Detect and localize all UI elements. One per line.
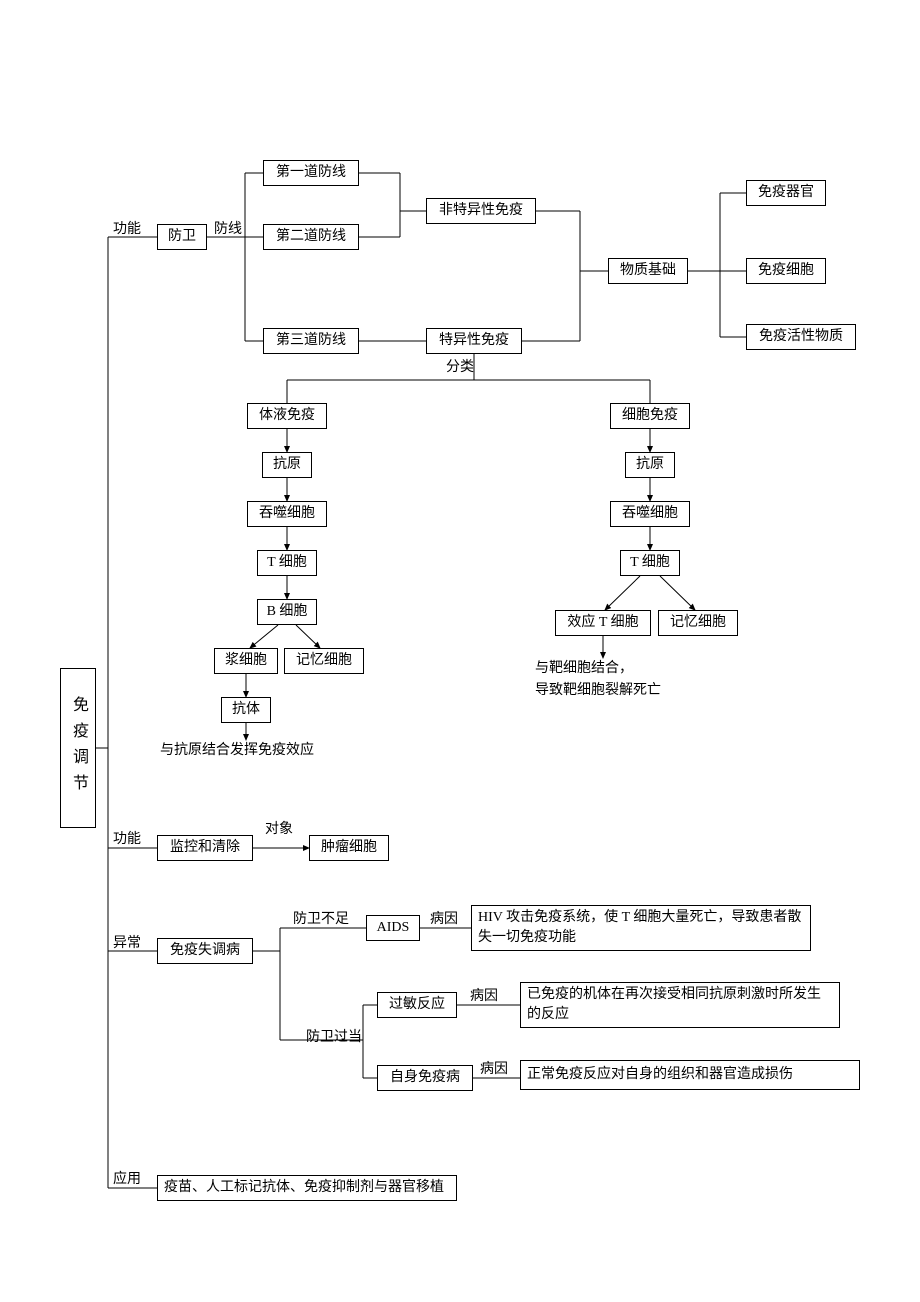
phago2-box: 吞噬细胞 — [610, 501, 690, 527]
app-desc-box: 疫苗、人工标记抗体、免疫抑制剂与器官移植 — [157, 1175, 457, 1201]
cause3-label: 病因 — [480, 1058, 508, 1078]
antigen1-box: 抗原 — [262, 452, 312, 478]
basis-box: 物质基础 — [608, 258, 688, 284]
cell-box: 免疫细胞 — [746, 258, 826, 284]
memory1-box: 记忆细胞 — [284, 648, 364, 674]
effector-box: 效应 T 细胞 — [555, 610, 651, 636]
specific-box: 特异性免疫 — [426, 328, 522, 354]
tcell1-box: T 细胞 — [257, 550, 317, 576]
antigen2-box: 抗原 — [625, 452, 675, 478]
function2-label: 功能 — [113, 828, 141, 848]
cellular-result-text: 与靶细胞结合， 导致靶细胞裂解死亡 — [535, 658, 661, 703]
excessive-label: 防卫过当 — [306, 1026, 362, 1046]
autoimmune-box: 自身免疫病 — [377, 1065, 473, 1091]
humoral-result-text: 与抗原结合发挥免疫效应 — [160, 740, 314, 762]
tumor-box: 肿瘤细胞 — [309, 835, 389, 861]
aids-box: AIDS — [366, 915, 420, 941]
memory2-box: 记忆细胞 — [658, 610, 738, 636]
monitor-box: 监控和清除 — [157, 835, 253, 861]
disorder-box: 免疫失调病 — [157, 938, 253, 964]
auto-desc-box: 正常免疫反应对自身的组织和器官造成损伤 — [520, 1060, 860, 1090]
root-node: 免疫调节 — [60, 668, 96, 828]
phago1-box: 吞噬细胞 — [247, 501, 327, 527]
defend-box: 防卫 — [157, 224, 207, 250]
organ-box: 免疫器官 — [746, 180, 826, 206]
humoral-box: 体液免疫 — [247, 403, 327, 429]
defense-label: 防线 — [214, 218, 242, 238]
function1-label: 功能 — [113, 218, 141, 238]
tcell2-box: T 细胞 — [620, 550, 680, 576]
cellular-box: 细胞免疫 — [610, 403, 690, 429]
line1-box: 第一道防线 — [263, 160, 359, 186]
abnormal-label: 异常 — [113, 932, 141, 952]
nonspecific-box: 非特异性免疫 — [426, 198, 536, 224]
substance-box: 免疫活性物质 — [746, 324, 856, 350]
line2-box: 第二道防线 — [263, 224, 359, 250]
plasma-box: 浆细胞 — [214, 648, 278, 674]
cause1-label: 病因 — [430, 908, 458, 928]
bcell-box: B 细胞 — [257, 599, 317, 625]
cause2-label: 病因 — [470, 985, 498, 1005]
antibody-box: 抗体 — [221, 697, 271, 723]
allergy-desc-box: 已免疫的机体在再次接受相同抗原刺激时所发生的反应 — [520, 982, 840, 1028]
hiv-desc-box: HIV 攻击免疫系统，使 T 细胞大量死亡，导致患者散失一切免疫功能 — [471, 905, 811, 951]
insufficient-label: 防卫不足 — [293, 908, 349, 928]
classify-label: 分类 — [446, 356, 474, 376]
allergy-box: 过敏反应 — [377, 992, 457, 1018]
line3-box: 第三道防线 — [263, 328, 359, 354]
application-label: 应用 — [113, 1168, 141, 1188]
target-label: 对象 — [265, 818, 293, 838]
